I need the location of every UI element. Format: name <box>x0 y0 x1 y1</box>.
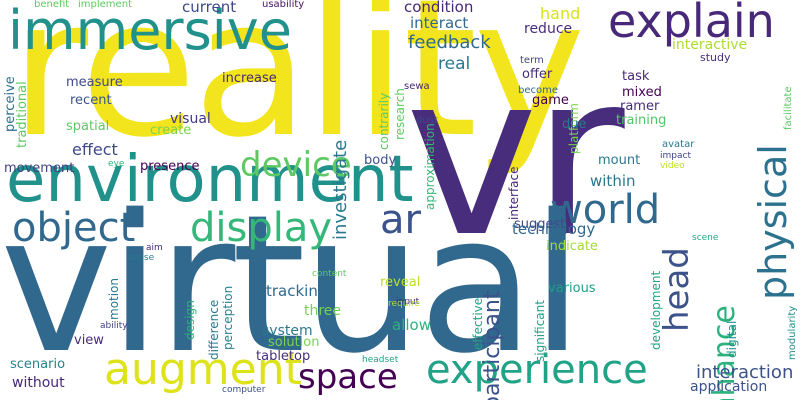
word-usability: usability <box>262 0 305 10</box>
word-task: task <box>622 69 650 84</box>
word-modularity: modularity <box>787 305 798 360</box>
word-computer: computer <box>222 385 266 395</box>
word-increase: increase <box>222 71 277 86</box>
word-allow: allow <box>392 316 431 334</box>
word-game: game <box>532 93 569 108</box>
word-system: system <box>262 323 313 339</box>
word-dust: dust <box>416 115 438 126</box>
word-measure: measure <box>66 75 123 90</box>
word-current: current <box>182 0 237 16</box>
word-display: display <box>190 205 333 251</box>
word-technology: technology <box>512 220 596 238</box>
word-indicate: indicate <box>546 239 598 254</box>
word-require: require <box>388 299 420 309</box>
word-device: device <box>240 145 352 185</box>
word-presence: presence <box>140 159 200 174</box>
word-scenario: scenario <box>10 357 66 372</box>
word-implement: implement <box>78 0 132 10</box>
word-ability: ability <box>100 321 128 331</box>
word-ramer: ramer <box>620 99 660 114</box>
word-interface: interface <box>507 166 521 220</box>
word-significant: significant <box>533 300 547 362</box>
word-tabletop: tabletop <box>256 349 311 364</box>
word-development: development <box>649 270 663 350</box>
word-design: design <box>183 300 197 340</box>
word-reveal: reveal <box>380 275 421 290</box>
word-contrarily: contrarily <box>377 92 391 150</box>
word-feedback: interaction <box>696 362 794 383</box>
word-solution: solution <box>268 335 320 350</box>
word-mixed: mixed <box>622 85 662 100</box>
word-avatar: avatar <box>662 139 695 150</box>
word-space: space <box>298 357 398 397</box>
word-recent: recent <box>70 93 112 108</box>
word-interaction: feedback <box>408 32 491 53</box>
word-term: term <box>520 55 544 66</box>
word-reality: reality <box>10 0 586 179</box>
word-study: study <box>700 51 731 64</box>
word-content: content <box>312 269 347 279</box>
word-virtual: virtual <box>0 174 583 395</box>
word-tracking: tracking <box>266 282 328 300</box>
word-impact: impact <box>660 151 691 161</box>
word-digital: digital <box>725 320 739 358</box>
word-world: world <box>550 187 661 233</box>
word-traditional: traditional <box>15 81 30 148</box>
word-various: various <box>548 281 596 296</box>
word-eye: eye <box>108 159 125 169</box>
word-video: video <box>660 161 685 171</box>
word-aim: aim <box>146 243 163 253</box>
word-due: due <box>562 117 587 132</box>
word-movement: movement <box>4 161 75 176</box>
word-real: real <box>438 54 471 74</box>
word-research: research <box>393 88 407 140</box>
word-mount: mount <box>598 153 641 168</box>
word-immersive: immersive <box>8 0 292 62</box>
word-view: view <box>74 333 104 348</box>
word-sense: sense <box>128 253 155 263</box>
word-benefit: benefit <box>34 0 70 10</box>
word-application: application <box>690 379 768 395</box>
word-input: input <box>396 297 420 307</box>
word-body: body <box>364 153 397 168</box>
word-scene: scene <box>692 233 719 243</box>
word-vr: vr <box>405 25 625 287</box>
word-physical: physical <box>751 144 795 300</box>
word-create: create <box>150 123 192 138</box>
word-ar: ar <box>380 197 421 243</box>
word-three: three <box>304 303 342 319</box>
word-within: within <box>590 172 636 190</box>
word-become: become <box>518 85 559 96</box>
word-investigate: investigate <box>330 139 351 240</box>
word-difference: difference <box>207 299 221 360</box>
word-offer: offer <box>522 67 553 82</box>
word-facilitate: facilitate <box>783 86 794 130</box>
word-head: head <box>657 247 697 332</box>
word-motion: motion <box>107 277 121 320</box>
word-effect: effect <box>72 140 118 159</box>
word-object: object <box>12 205 136 251</box>
word-condition: condition <box>404 0 474 16</box>
word-reduce: reduce <box>524 21 573 37</box>
word-sewa: sewa <box>404 81 430 92</box>
word-suggest: suggest <box>514 217 566 232</box>
word-interactive: interactive <box>672 37 748 53</box>
word-experience: experience <box>426 347 648 393</box>
word-training: training <box>616 113 667 128</box>
word-approximation: approximation <box>423 123 437 210</box>
word-participant: participant <box>480 290 505 400</box>
word-explain: explain <box>608 0 775 48</box>
word-spatial: spatial <box>66 119 110 134</box>
word-hand: hand <box>540 4 581 23</box>
word-visual: visual <box>170 111 211 127</box>
word-perception: perception <box>221 285 235 350</box>
word-augment: augment <box>104 344 302 395</box>
word-without: without <box>12 375 65 391</box>
word-interact: interact <box>410 14 469 32</box>
word-environment: environment <box>6 143 414 217</box>
word-effective: effective <box>471 297 485 350</box>
word-headset: headset <box>362 355 399 365</box>
